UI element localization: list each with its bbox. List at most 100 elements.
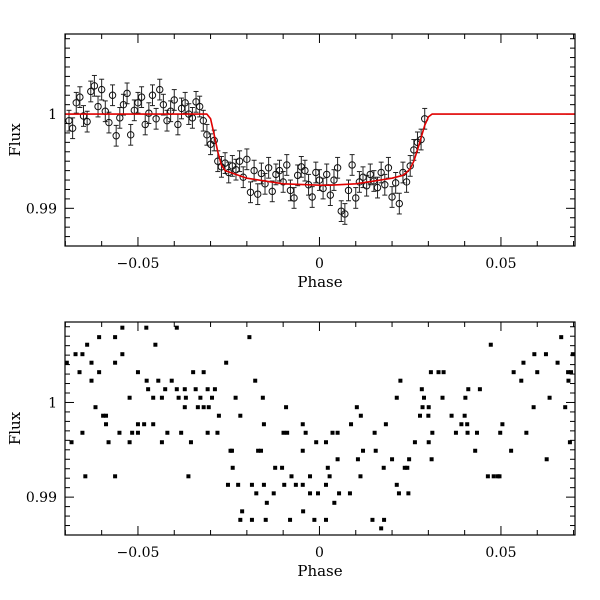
- data-point: [370, 517, 375, 522]
- data-point: [80, 352, 85, 357]
- data-point: [144, 325, 149, 330]
- data-point: [268, 180, 276, 203]
- data-point: [430, 430, 435, 435]
- data-point: [323, 482, 328, 487]
- data-point: [254, 183, 262, 206]
- data-point: [159, 93, 168, 116]
- data-point: [142, 422, 147, 427]
- data-marker: [159, 100, 168, 109]
- data-point: [323, 440, 328, 445]
- data-marker: [148, 91, 157, 99]
- data-point: [511, 370, 516, 375]
- data-marker: [181, 99, 189, 107]
- data-point: [249, 482, 254, 487]
- data-marker: [395, 199, 404, 208]
- data-marker: [246, 188, 255, 196]
- data-point: [283, 154, 291, 176]
- data-point: [254, 491, 259, 496]
- data-point: [373, 448, 378, 453]
- data-point: [123, 82, 131, 105]
- panel-1: −0.05 0 0.05 0.99 1 Phase Flux: [6, 33, 576, 291]
- data-point: [206, 133, 215, 156]
- data-point: [280, 465, 285, 470]
- data-point: [261, 172, 269, 195]
- data-point: [264, 156, 273, 179]
- data-point: [243, 148, 251, 171]
- data-point: [396, 491, 401, 496]
- y-axis-label: Flux: [6, 411, 24, 445]
- data-marker: [174, 120, 182, 129]
- data-point: [341, 203, 349, 225]
- data-point: [232, 158, 240, 181]
- data-point: [77, 370, 82, 375]
- data-point: [301, 509, 306, 514]
- data-point: [330, 430, 335, 435]
- data-point: [567, 440, 572, 445]
- data-point: [381, 465, 386, 470]
- data-point: [104, 422, 109, 427]
- y-tick-label: 1: [48, 107, 57, 123]
- data-marker: [97, 85, 106, 94]
- data-point: [500, 422, 505, 427]
- data-marker: [243, 155, 251, 164]
- data-point: [90, 74, 99, 97]
- data-point: [156, 78, 164, 101]
- data-point: [238, 517, 243, 522]
- data-marker: [326, 191, 335, 199]
- data-point: [73, 352, 78, 357]
- x-tick-label: 0: [315, 256, 324, 272]
- data-point: [421, 395, 426, 400]
- data-point: [182, 387, 187, 392]
- data-marker: [301, 166, 309, 175]
- data-point: [191, 370, 196, 375]
- data-marker: [119, 100, 128, 109]
- data-point: [198, 395, 203, 400]
- data-point: [337, 491, 342, 496]
- data-point: [69, 440, 74, 445]
- data-marker: [170, 96, 178, 104]
- data-marker: [152, 115, 160, 123]
- data-point: [113, 474, 118, 479]
- data-point: [543, 352, 548, 357]
- data-marker: [384, 164, 393, 172]
- data-point: [477, 387, 482, 392]
- data-point: [521, 360, 526, 365]
- data-point: [498, 430, 503, 435]
- data-point: [279, 171, 287, 193]
- data-point: [134, 91, 142, 114]
- data-point: [312, 517, 317, 522]
- data-point: [566, 370, 571, 375]
- data-point: [355, 457, 360, 462]
- data-marker: [68, 124, 77, 132]
- data-point: [127, 395, 132, 400]
- data-point: [344, 179, 353, 202]
- data-point: [399, 161, 407, 184]
- data-marker: [250, 166, 258, 175]
- data-point: [101, 413, 106, 418]
- x-tick-label: 0.05: [485, 256, 516, 272]
- data-point: [233, 395, 238, 400]
- data-point: [85, 342, 90, 347]
- data-point: [201, 370, 206, 375]
- data-point: [559, 335, 564, 340]
- data-point: [349, 422, 354, 427]
- data-point: [453, 430, 458, 435]
- data-marker: [290, 194, 298, 202]
- data-point: [426, 440, 431, 445]
- y-axis-label: Flux: [6, 123, 24, 157]
- data-point: [104, 413, 109, 418]
- data-point: [300, 448, 305, 453]
- data-point: [169, 378, 174, 383]
- data-point: [273, 465, 278, 470]
- data-marker: [137, 93, 146, 101]
- data-point: [485, 474, 490, 479]
- data-point: [174, 113, 182, 136]
- data-point: [264, 500, 269, 505]
- data-point: [388, 186, 396, 208]
- data-marker: [323, 170, 331, 179]
- data-point: [384, 156, 393, 179]
- data-point: [315, 169, 324, 191]
- data-point: [491, 474, 496, 479]
- x-tick-label: −0.05: [117, 545, 160, 561]
- data-point: [395, 192, 404, 215]
